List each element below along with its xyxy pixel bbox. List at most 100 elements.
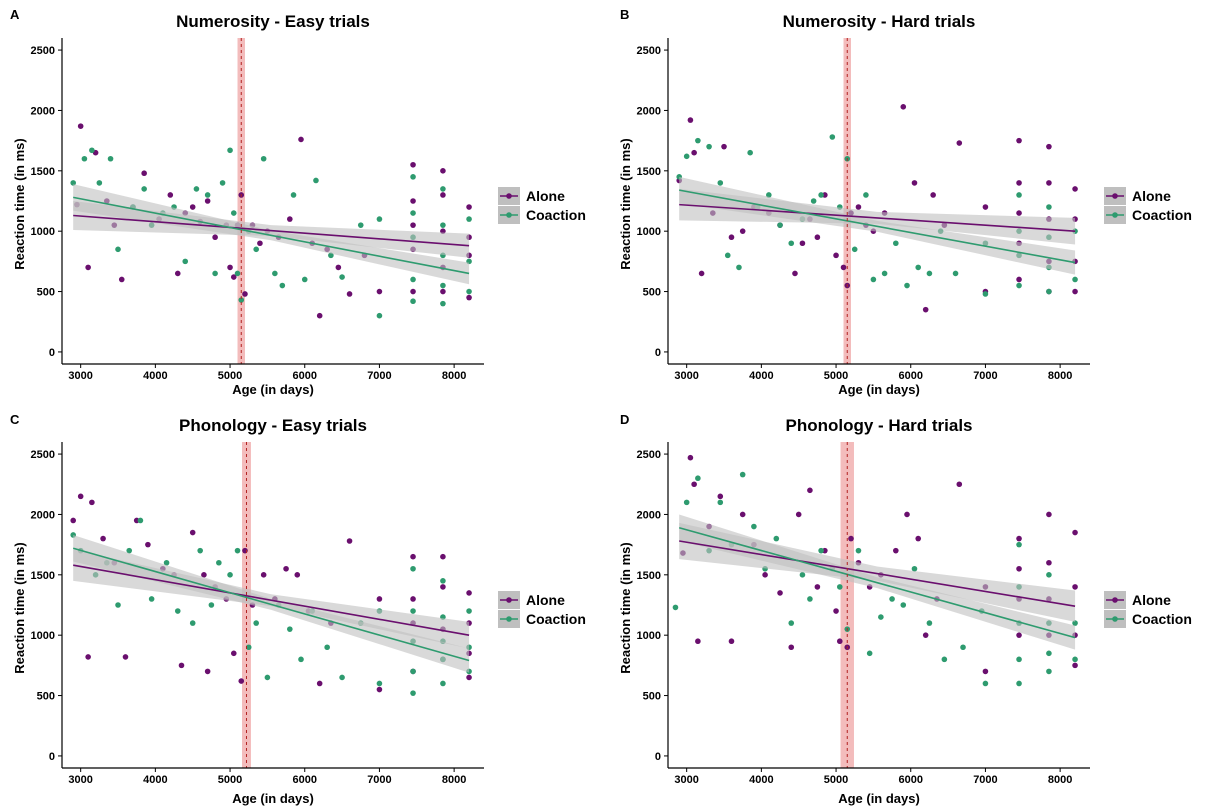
x-tick-label: 7000 [973,370,997,382]
data-point-alone [70,517,77,524]
legend: Alone Coaction [498,187,586,224]
data-point-coaction [410,668,416,675]
data-point-coaction [866,650,873,657]
data-point-alone [1016,276,1022,283]
panel-title: Numerosity - Hard trials [783,12,976,31]
data-point-alone [848,535,854,542]
data-point-coaction [739,471,746,478]
data-point-coaction [893,240,899,247]
y-tick-label: 0 [655,347,661,359]
x-axis-label: Age (in days) [838,791,920,806]
data-point-alone [440,288,446,295]
data-point-coaction [915,264,922,271]
data-point-coaction [440,186,446,192]
data-point-coaction [212,270,218,277]
data-point-alone [900,104,907,110]
panel-phonology-hard: D Phonology - Hard trials Age (in days) … [618,412,1192,806]
data-point-coaction [189,620,196,626]
data-point-coaction [717,499,724,506]
data-point-coaction [788,620,795,626]
data-point-alone [227,264,233,271]
data-point-coaction [1046,204,1052,210]
data-point-alone [728,638,735,645]
data-point-coaction [807,596,813,602]
x-tick-label: 6000 [899,370,923,382]
data-point-alone [930,192,936,198]
data-point-coaction [193,186,200,192]
x-tick-label: 5000 [824,774,848,786]
data-point-coaction [174,608,181,614]
data-point-coaction [926,270,933,277]
data-point-alone [316,312,323,319]
data-point-alone [85,264,91,271]
data-point-coaction [216,559,222,566]
data-point-coaction [163,559,170,566]
data-point-alone [298,136,304,143]
panel-letter: B [620,7,629,22]
data-point-coaction [889,596,895,602]
x-tick-label: 4000 [143,370,167,382]
data-point-coaction [799,572,806,578]
data-point-coaction [287,626,293,632]
data-point-coaction [941,656,948,663]
data-point-coaction [328,252,334,259]
data-point-coaction [878,614,884,620]
data-point-alone [440,168,446,174]
data-point-coaction [301,276,308,283]
data-point-coaction [313,177,319,184]
data-point-coaction [234,547,241,554]
data-point-coaction [298,656,304,663]
data-point-coaction [324,644,330,651]
data-point-coaction [466,288,472,295]
data-point-coaction [410,174,416,180]
data-point-alone [915,535,922,542]
x-tick-label: 4000 [749,370,773,382]
data-point-coaction [141,186,147,192]
data-point-alone [260,572,267,578]
data-point-coaction [766,192,772,198]
data-point-alone [814,234,821,241]
data-point-alone [77,493,84,500]
data-point-coaction [96,180,103,186]
data-point-alone [1072,529,1078,536]
data-point-coaction [863,192,869,198]
y-tick-label: 1000 [31,630,55,642]
data-point-coaction [148,596,155,602]
data-point-alone [1046,511,1052,518]
data-point-coaction [357,222,364,228]
data-point-alone [283,565,289,572]
y-tick-label: 2500 [637,45,661,57]
x-tick-label: 5000 [218,370,242,382]
y-tick-label: 500 [643,287,661,299]
data-point-alone [1016,632,1022,638]
data-point-coaction [900,602,907,608]
y-tick-label: 0 [655,751,661,763]
plot-area: 3000 4000 5000 6000 7000 8000 0 500 1000 1500 2000… [31,38,484,382]
data-point-coaction [234,270,241,277]
data-point-alone [698,270,705,277]
data-point-coaction [1046,572,1052,578]
data-point-alone [1072,662,1078,669]
data-point-coaction [466,608,472,614]
data-point-alone [294,572,301,578]
x-axis-label: Age (in days) [232,791,314,806]
data-point-alone [792,270,798,277]
data-point-alone [100,535,106,542]
data-point-alone [189,204,196,210]
plot-area: 3000 4000 5000 6000 7000 8000 0 500 1000 1500 2000… [637,38,1090,382]
data-point-alone [1016,565,1022,572]
data-point-alone [777,590,783,596]
data-point-alone [1046,143,1052,150]
data-point-alone [167,192,174,198]
data-point-alone [410,198,416,204]
data-point-alone [799,240,806,247]
data-point-alone [376,288,383,295]
data-point-alone [230,274,237,280]
data-point-coaction [410,298,416,305]
legend-key-coaction-point [506,212,512,218]
data-point-alone [466,590,472,596]
x-tick-label: 6000 [899,774,923,786]
data-point-alone [739,511,746,518]
data-point-coaction [245,644,252,651]
data-point-coaction [126,547,133,554]
